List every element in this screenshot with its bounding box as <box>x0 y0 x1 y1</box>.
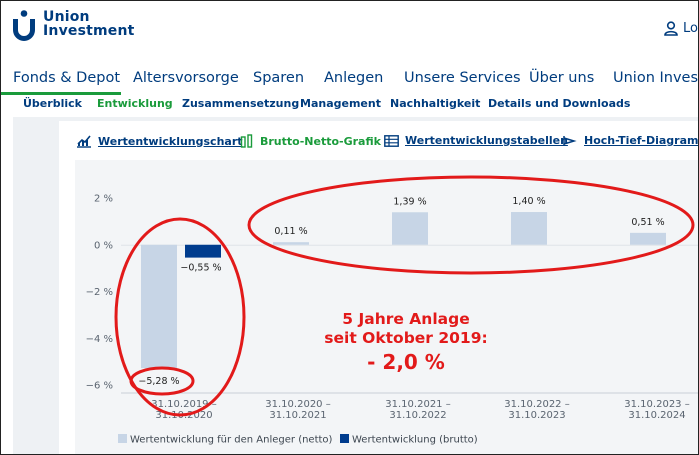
x-tick-label: 31.10.2024 <box>628 410 685 421</box>
nav-item-altersvorsorge[interactable]: Altersvorsorge <box>133 70 239 86</box>
annotation-line2: seit Oktober 2019: <box>324 329 488 347</box>
site-header: Union Investment Lo <box>1 1 698 63</box>
login-button[interactable]: Lo <box>664 21 698 36</box>
subnav-nachhaltigkeit[interactable]: Nachhaltigkeit <box>390 97 481 110</box>
nav-item-anlegen[interactable]: Anlegen <box>324 70 384 86</box>
login-label: Lo <box>683 21 698 36</box>
data-label-netto: 1,40 % <box>512 196 545 207</box>
bar-netto <box>630 232 666 245</box>
annotation-ellipse-label <box>129 366 195 396</box>
y-tick-label: −2 % <box>86 287 113 298</box>
data-label-netto: 0,11 % <box>274 226 307 237</box>
bar-netto <box>141 244 177 369</box>
annotation-ellipse-left <box>114 217 246 417</box>
y-tick-label: −4 % <box>86 334 113 345</box>
x-tick-label: 31.10.2023 <box>508 410 565 421</box>
subnav-ueberblick[interactable]: Überblick <box>23 97 82 110</box>
subnav-details-downloads[interactable]: Details und Downloads <box>488 97 631 110</box>
annotation-ellipse-right <box>247 175 695 275</box>
line-chart-icon <box>77 135 91 148</box>
annotation-text: 5 Jahre Anlage seit Oktober 2019: - 2,0 … <box>301 310 511 376</box>
union-logo-icon <box>13 10 35 41</box>
subnav-entwicklung[interactable]: Entwicklung <box>97 97 173 110</box>
bar-netto <box>392 212 428 245</box>
bar-brutto <box>185 244 221 258</box>
tool-label-wertentwicklungschart: Wertentwicklungschart <box>98 134 243 148</box>
y-tick-label: 0 % <box>94 240 113 251</box>
tool-hoch-tief-diagramm[interactable]: Hoch-Tief-Diagramm <box>563 134 699 147</box>
tool-wertentwicklungschart[interactable]: Wertentwicklungschart <box>76 134 243 148</box>
logo-wordmark: Union Investment <box>43 10 135 38</box>
data-label-brutto: −0,55 % <box>180 263 221 274</box>
nav-active-indicator <box>1 92 121 95</box>
user-icon <box>664 21 678 36</box>
tool-label-brutto-netto: Brutto-Netto-Grafik <box>260 134 381 148</box>
bar-netto <box>511 212 547 245</box>
nav-item-sparen[interactable]: Sparen <box>253 70 305 86</box>
annotation-line1: 5 Jahre Anlage <box>342 310 470 328</box>
high-low-icon <box>563 135 577 146</box>
legend-swatch <box>118 434 127 443</box>
bar-chart-icon <box>240 134 253 148</box>
bar-netto <box>273 242 309 245</box>
y-tick-label: −6 % <box>86 381 113 392</box>
tool-label-hoch-tief: Hoch-Tief-Diagramm <box>584 134 699 147</box>
chart-area <box>75 160 698 454</box>
nav-item-ueber-uns[interactable]: Über uns <box>529 70 595 86</box>
subnav-zusammensetzung[interactable]: Zusammensetzung <box>182 97 300 110</box>
x-tick-label: 31.10.2021 – <box>385 399 450 410</box>
legend-swatch <box>340 434 349 443</box>
tool-wertentwicklungstabellen[interactable]: Wertentwicklungstabellen <box>384 134 568 147</box>
nav-item-union-investment[interactable]: Union Investm <box>613 70 699 86</box>
tool-label-wertentwicklungstabellen: Wertentwicklungstabellen <box>405 134 568 147</box>
data-label-netto: 1,39 % <box>393 196 426 207</box>
logo-line1: Union <box>43 9 90 25</box>
y-tick-label: 2 % <box>94 194 113 205</box>
x-tick-label: 31.10.2020 – <box>265 399 330 410</box>
nav-item-unsere-services[interactable]: Unsere Services <box>404 70 521 86</box>
x-tick-label: 31.10.2019 – <box>151 399 216 410</box>
x-tick-label: 31.10.2023 – <box>624 399 689 410</box>
data-label-netto: −5,28 % <box>138 376 179 387</box>
x-tick-label: 31.10.2021 <box>269 410 326 421</box>
nav-item-fonds-depot[interactable]: Fonds & Depot <box>13 70 121 86</box>
data-label-netto: 0,51 % <box>631 217 664 228</box>
x-tick-label: 31.10.2022 – <box>504 399 569 410</box>
annotation-line3: - 2,0 % <box>367 350 445 374</box>
legend-label: Wertentwicklung (brutto) <box>352 435 478 446</box>
logo-line2: Investment <box>43 23 135 39</box>
x-tick-label: 31.10.2022 <box>389 410 446 421</box>
subnav-management[interactable]: Management <box>300 97 381 110</box>
tool-brutto-netto-grafik[interactable]: Brutto-Netto-Grafik <box>240 134 381 148</box>
sub-navigation: Überblick Entwicklung Zusammensetzung Ma… <box>1 95 698 117</box>
union-investment-logo[interactable]: Union Investment <box>11 10 135 44</box>
table-icon <box>384 134 399 147</box>
legend-label: Wertentwicklung für den Anleger (netto) <box>130 435 333 446</box>
